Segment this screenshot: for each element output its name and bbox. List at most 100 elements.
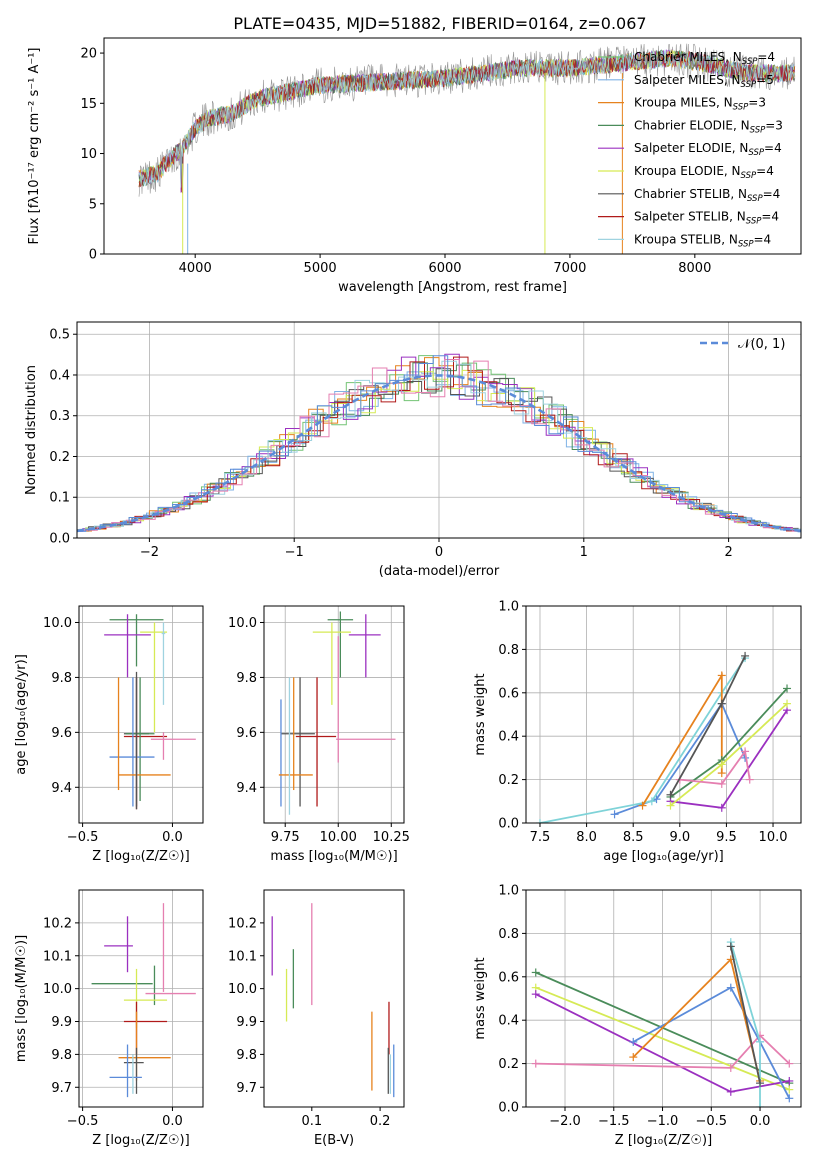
legend-label: Kroupa ELODIE, NSSP=4: [634, 164, 774, 181]
weight-series-line: [679, 749, 751, 785]
weight-series-line: [535, 1034, 790, 1069]
x-axis-label: wavelength [Angstrom, rest frame]: [338, 280, 567, 295]
legend-label: Kroupa MILES, NSSP=3: [634, 96, 766, 113]
mass-vs-metallicity-panel: −0.5 0.0 9.7 9.8 9.9 10.0 10.1 10.2 Z [log₁₀(Z/Z…: [14, 889, 204, 1148]
y-tick-label: 10: [80, 147, 97, 162]
spectrum-line: [138, 50, 796, 185]
normal-curve: [77, 374, 801, 533]
x-tick-label: 5000: [304, 261, 337, 276]
x-axis-label: Z [log₁₀(Z/Z☉)]: [615, 1133, 712, 1148]
x-tick-label: 9.75: [271, 830, 300, 845]
age-vs-metallicity-panel: −0.5 0.0 9.4 9.6 9.8 10.0 Z [log₁₀(Z/Z☉)] age […: [14, 605, 204, 864]
y-axis-label: age [log₁₀(age/yr)]: [14, 654, 29, 775]
y-tick-label: 9.6: [51, 726, 72, 741]
plot-area: [535, 651, 792, 823]
x-tick-label: 7000: [553, 261, 586, 276]
y-tick-label: 0.2: [498, 1057, 519, 1072]
plot-area: [531, 938, 794, 1107]
x-axis-label: age [log₁₀(age/yr)]: [603, 849, 724, 864]
y-tick-label: 0.8: [498, 927, 519, 942]
residuals-histogram-panel: −2 −1 0 1 2 0.0 0.1 0.2 0.3 0.4 0.5 (data-model)/er…: [24, 321, 802, 579]
legend-label: Chabrier ELODIE, NSSP=3: [634, 118, 783, 135]
spectrum-panel: 4000 5000 6000 7000 8000 0 5 10 15 20 wavelength […: [27, 37, 802, 295]
axes-frame: [525, 605, 802, 824]
y-tick-label: 15: [80, 97, 97, 112]
y-tick-label: 10.0: [228, 982, 257, 997]
y-tick-label: 0.0: [49, 532, 70, 547]
x-tick-label: 8.0: [576, 830, 597, 845]
y-tick-label: 0.6: [498, 970, 519, 985]
x-tick-label: −2: [140, 545, 159, 560]
axes-frame: [78, 889, 204, 1108]
figure-title: PLATE=0435, MJD=51882, FIBERID=0164, z=0…: [233, 14, 646, 33]
histogram-series: [77, 355, 801, 532]
y-tick-label: 0: [89, 248, 97, 263]
x-axis-label: (data-model)/error: [379, 564, 500, 579]
y-tick-label: 10.0: [43, 982, 72, 997]
y-tick-label: 0.4: [498, 1014, 519, 1029]
y-tick-label: 20: [80, 47, 97, 62]
y-tick-label: 10.1: [228, 949, 257, 964]
plot-area: [91, 903, 196, 1098]
x-axis-label: E(B-V): [314, 1133, 354, 1148]
x-tick-label: −0.5: [67, 830, 99, 845]
x-tick-label: −1.0: [647, 1114, 679, 1129]
x-axis-label: Z [log₁₀(Z/Z☉)]: [92, 849, 189, 864]
x-tick-label: 2: [724, 545, 732, 560]
axes-frame: [263, 889, 405, 1108]
y-tick-label: 0.4: [498, 730, 519, 745]
x-tick-label: 9.0: [669, 830, 690, 845]
y-axis-label: Normed distribution: [24, 365, 39, 495]
legend-label: Salpeter ELODIE, NSSP=4: [634, 141, 782, 158]
plot-area: [278, 611, 396, 815]
y-tick-label: 0.5: [49, 328, 70, 343]
x-tick-label: 0.0: [750, 1114, 771, 1129]
y-tick-label: 0.0: [498, 1101, 519, 1116]
weight-series-line: [535, 986, 790, 1091]
axes-frame: [78, 605, 204, 824]
mass-vs-extinction-panel: 0.1 0.2 9.7 9.8 9.9 10.0 10.1 10.2 E(B-V): [228, 889, 405, 1148]
plot-area: [271, 903, 395, 1098]
legend-label: Salpeter STELIB, NSSP=4: [634, 210, 779, 227]
y-tick-label: 9.7: [236, 1081, 257, 1096]
y-axis-label: mass weight: [473, 957, 488, 1039]
x-tick-label: 0.1: [301, 1114, 322, 1129]
legend-label: Salpeter MILES, NSSP=5: [634, 73, 774, 90]
y-axis-label: mass weight: [473, 673, 488, 755]
x-tick-label: 0: [435, 545, 443, 560]
plot-area: [77, 353, 801, 533]
plot-area: [104, 614, 196, 810]
y-tick-label: 9.8: [51, 671, 72, 686]
spectrum-line: [138, 49, 796, 187]
y-tick-label: 5: [89, 197, 97, 212]
x-tick-label: −1: [285, 545, 304, 560]
weight-series-line: [614, 701, 746, 816]
histogram-series: [77, 356, 801, 533]
weight-series-line: [641, 672, 723, 807]
weight-series-line: [539, 657, 746, 823]
age-vs-mass-panel: 9.75 10.00 10.25 9.4 9.6 9.8 10.0 mass [log₁₀(M…: [228, 605, 410, 864]
x-tick-label: −2.0: [549, 1114, 581, 1129]
x-tick-label: 8.5: [623, 830, 644, 845]
x-tick-label: 8000: [678, 261, 711, 276]
x-tick-label: 6000: [428, 261, 461, 276]
x-tick-label: 0.2: [370, 1114, 391, 1129]
y-tick-label: 10.0: [43, 616, 72, 631]
x-tick-label: −0.5: [67, 1114, 99, 1129]
mass-weight-vs-metallicity-panel: −2.0 −1.5 −1.0 −0.5 0.0 0.0 0.2 0.4 0.6 0.8 1.0 Z […: [473, 884, 802, 1148]
mass-weight-vs-age-panel: 7.5 8.0 8.5 9.0 9.5 10.0 0.0 0.2 0.4 0.6 0.8 1.0 age…: [473, 600, 802, 864]
x-tick-label: 10.00: [320, 830, 357, 845]
y-tick-label: 9.6: [236, 726, 257, 741]
y-tick-label: 0.0: [498, 817, 519, 832]
legend-label: Kroupa STELIB, NSSP=4: [634, 232, 771, 249]
y-tick-label: 0.2: [498, 773, 519, 788]
x-tick-label: 4000: [179, 261, 212, 276]
legend-label: Chabrier MILES, NSSP=4: [634, 50, 775, 67]
y-tick-label: 9.8: [51, 1048, 72, 1063]
x-tick-label: −1.5: [598, 1114, 630, 1129]
legend-label: Chabrier STELIB, NSSP=4: [634, 187, 780, 204]
y-tick-label: 0.6: [498, 686, 519, 701]
y-tick-label: 9.7: [51, 1081, 72, 1096]
y-axis-label: Flux [fλ10⁻¹⁷ erg cm⁻² s⁻¹ A⁻¹]: [27, 48, 42, 245]
